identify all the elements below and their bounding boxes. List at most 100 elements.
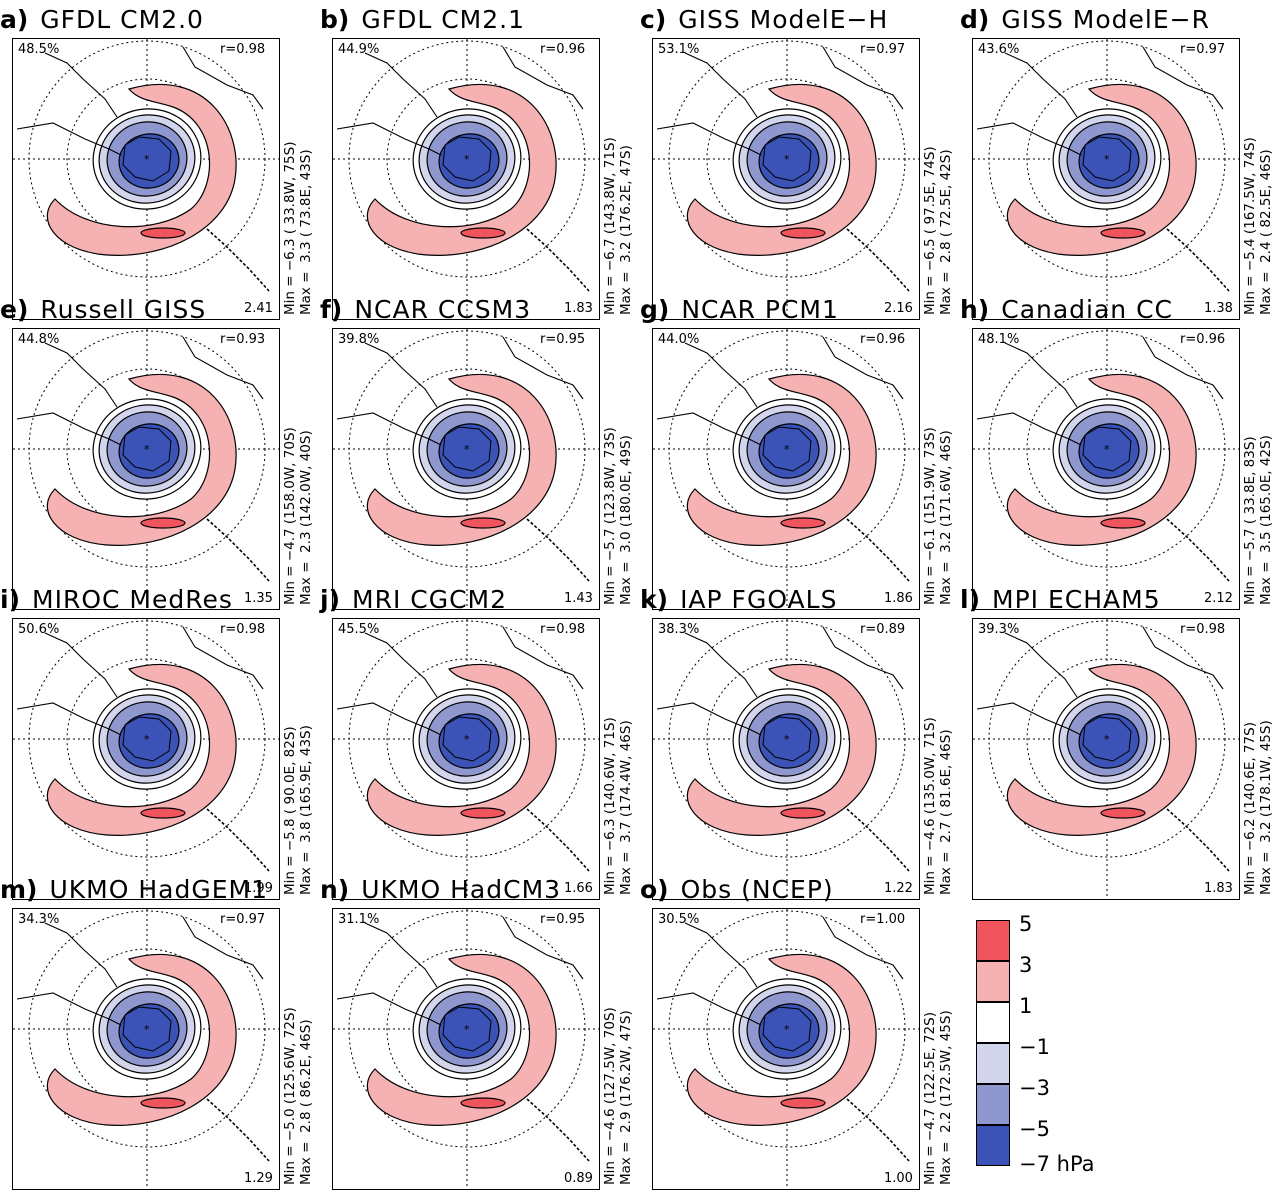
correlation-value: r=0.95 (540, 912, 586, 927)
strong-positive-anomaly (1100, 227, 1146, 239)
legend-swatch (976, 961, 1010, 1002)
pole-marker: * (464, 443, 470, 456)
new-zealand-coastline (526, 228, 590, 292)
panel-title: b) GFDL CM2.1 (320, 5, 525, 35)
polar-map: * (653, 619, 919, 899)
africa-coastline (44, 632, 118, 698)
south-america-coastline (656, 992, 762, 1026)
strong-positive-anomaly (460, 227, 506, 239)
polar-map: * (653, 329, 919, 609)
panel-model-name: IAP FGOALS (680, 585, 838, 614)
correlation-value: r=0.97 (860, 42, 906, 57)
map-panel: * (332, 618, 600, 900)
map-panel: * (652, 908, 920, 1190)
new-zealand-coastline (1166, 228, 1230, 292)
min-max-annotation: Min = −5.7 ( 33.8E, 83S) Max = 3.5 (165.0… (1242, 435, 1274, 605)
new-zealand-coastline (206, 1098, 270, 1162)
pole-marker: * (464, 733, 470, 746)
australia-coastline (182, 916, 264, 980)
africa-coastline (44, 52, 118, 118)
positive-anomaly-band (686, 663, 877, 836)
correlation-value: r=0.96 (540, 42, 586, 57)
panel-title: e) Russell GISS (0, 295, 206, 325)
positive-anomaly-band (686, 83, 877, 256)
strong-positive-anomaly (460, 807, 506, 819)
australia-coastline (1142, 336, 1224, 400)
legend-label: −7 hPa (1019, 1152, 1095, 1176)
new-zealand-coastline (206, 808, 270, 872)
max-value: Max = 2.4 ( 82.5E, 46S) (1258, 149, 1274, 315)
panel-label: d) (960, 5, 990, 34)
correlation-value: r=0.96 (1180, 332, 1226, 347)
south-america-coastline (336, 702, 442, 736)
new-zealand-coastline (846, 518, 910, 582)
variance-percent: 48.5% (18, 42, 60, 57)
new-zealand-coastline (1166, 518, 1230, 582)
map-panel: * (12, 908, 280, 1190)
min-max-annotation: Min = −6.1 (151.9W, 73S) Max = 3.2 (171.6… (922, 427, 954, 605)
variance-percent: 44.8% (18, 332, 60, 347)
new-zealand-coastline (846, 228, 910, 292)
rms-value: 1.38 (1204, 301, 1233, 316)
rms-value: 1.66 (564, 881, 593, 896)
south-america-coastline (976, 412, 1082, 446)
rms-value: 2.41 (244, 301, 273, 316)
min-max-annotation: Min = −6.3 ( 33.8W, 75S) Max = 3.3 ( 73.8… (282, 142, 314, 315)
min-value: Min = −4.6 (127.5W, 70S) (602, 1007, 618, 1185)
variance-percent: 48.1% (978, 332, 1020, 347)
australia-coastline (502, 46, 584, 110)
panel-model-name: GISS ModelE−H (678, 5, 889, 34)
positive-anomaly-band (1006, 373, 1197, 546)
new-zealand-coastline (526, 518, 590, 582)
variance-percent: 44.9% (338, 42, 380, 57)
panel-label: a) (0, 5, 29, 34)
variance-percent: 39.8% (338, 332, 380, 347)
panel-model-name: MIROC MedRes (32, 585, 233, 614)
antarctica-coastline (122, 716, 172, 762)
min-max-annotation: Min = −6.7 (143.8W, 71S) Max = 3.2 (176.2… (602, 137, 634, 315)
min-max-annotation: Min = −4.6 (127.5W, 70S) Max = 2.9 (176.2… (602, 1007, 634, 1185)
max-value: Max = 2.3 (142.0W, 40S) (298, 430, 314, 605)
map-panel: * (652, 618, 920, 900)
south-america-coastline (16, 702, 122, 736)
panel-label: l) (960, 585, 980, 614)
polar-map: * (653, 909, 919, 1189)
panel-label: h) (960, 295, 990, 324)
rms-value: 2.12 (1204, 591, 1233, 606)
polar-map: * (333, 329, 599, 609)
strong-positive-anomaly (1100, 517, 1146, 529)
rms-value: 1.43 (564, 591, 593, 606)
panel-label: f) (320, 295, 343, 324)
min-value: Min = −5.7 ( 33.8E, 83S) (1242, 436, 1258, 605)
variance-percent: 30.5% (658, 912, 700, 927)
panel-model-name: MRI CGCM2 (352, 585, 508, 614)
panel-label: g) (640, 295, 670, 324)
south-america-coastline (976, 122, 1082, 156)
south-america-coastline (336, 992, 442, 1026)
panel-title: a) GFDL CM2.0 (0, 5, 204, 35)
max-value: Max = 2.8 ( 72.5E, 42S) (938, 149, 954, 315)
antarctica-coastline (122, 136, 172, 182)
pole-marker: * (144, 153, 150, 166)
polar-map: * (333, 619, 599, 899)
correlation-value: r=0.89 (860, 622, 906, 637)
rms-value: 1.35 (244, 591, 273, 606)
new-zealand-coastline (206, 518, 270, 582)
new-zealand-coastline (846, 1098, 910, 1162)
panel-label: b) (320, 5, 350, 34)
panel-model-name: GISS ModelE−R (1001, 5, 1210, 34)
rms-value: 1.00 (884, 1171, 913, 1186)
map-panel: * (332, 328, 600, 610)
panel-label: e) (0, 295, 29, 324)
south-america-coastline (16, 122, 122, 156)
pole-marker: * (464, 153, 470, 166)
polar-map: * (13, 329, 279, 609)
positive-anomaly-band (46, 373, 237, 546)
variance-percent: 43.6% (978, 42, 1020, 57)
correlation-value: r=0.97 (1180, 42, 1226, 57)
south-america-coastline (16, 992, 122, 1026)
color-legend (976, 920, 1010, 1168)
panel-title: h) Canadian CC (960, 295, 1173, 325)
panel-label: i) (0, 585, 20, 614)
south-america-coastline (656, 702, 762, 736)
